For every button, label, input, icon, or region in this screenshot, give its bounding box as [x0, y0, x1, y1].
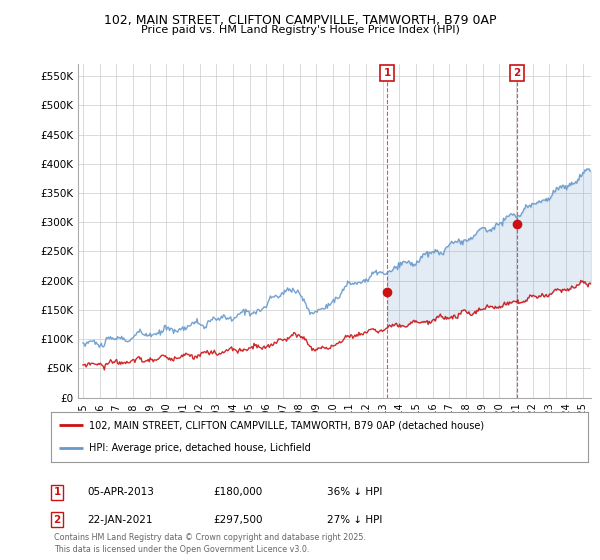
Text: 102, MAIN STREET, CLIFTON CAMPVILLE, TAMWORTH, B79 0AP: 102, MAIN STREET, CLIFTON CAMPVILLE, TAM…: [104, 14, 496, 27]
Text: 05-APR-2013: 05-APR-2013: [87, 487, 154, 497]
Text: 1: 1: [53, 487, 61, 497]
Text: Contains HM Land Registry data © Crown copyright and database right 2025.
This d: Contains HM Land Registry data © Crown c…: [54, 533, 366, 554]
Text: 102, MAIN STREET, CLIFTON CAMPVILLE, TAMWORTH, B79 0AP (detached house): 102, MAIN STREET, CLIFTON CAMPVILLE, TAM…: [89, 420, 484, 430]
Text: 1: 1: [383, 68, 391, 78]
Text: 27% ↓ HPI: 27% ↓ HPI: [327, 515, 382, 525]
Text: £297,500: £297,500: [213, 515, 263, 525]
Text: Price paid vs. HM Land Registry's House Price Index (HPI): Price paid vs. HM Land Registry's House …: [140, 25, 460, 35]
Text: HPI: Average price, detached house, Lichfield: HPI: Average price, detached house, Lich…: [89, 444, 310, 454]
Text: 36% ↓ HPI: 36% ↓ HPI: [327, 487, 382, 497]
Text: 22-JAN-2021: 22-JAN-2021: [87, 515, 152, 525]
Text: £180,000: £180,000: [213, 487, 262, 497]
Text: 2: 2: [514, 68, 521, 78]
Text: 2: 2: [53, 515, 61, 525]
